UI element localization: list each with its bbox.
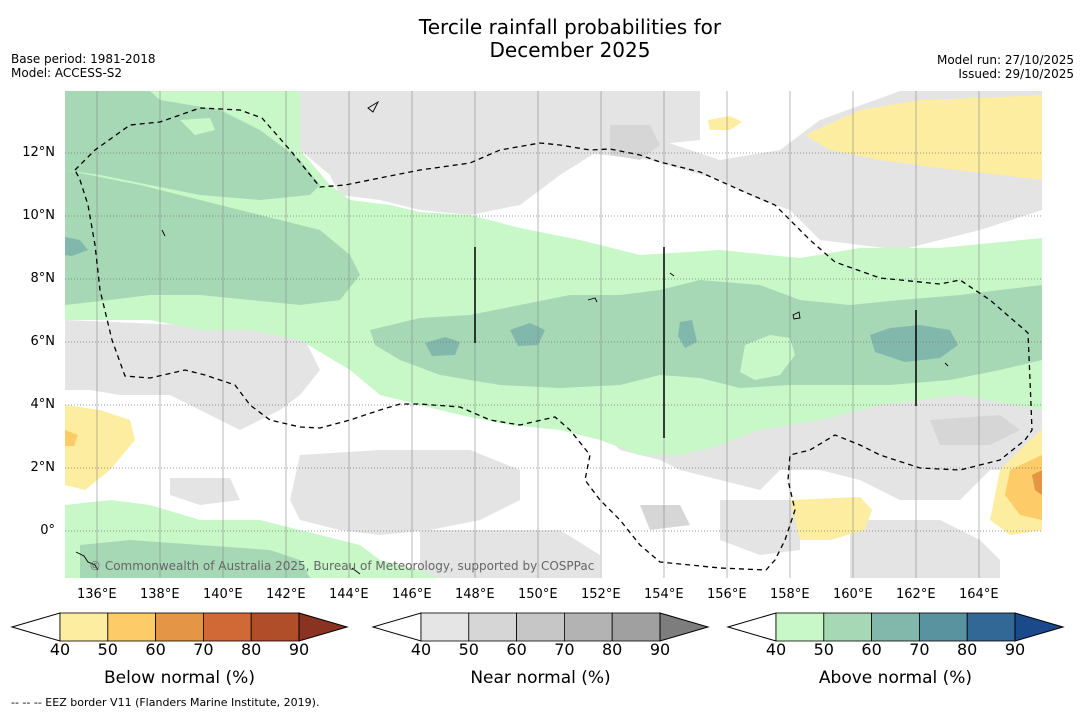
colorbar-tick-label: 50 (813, 640, 834, 659)
lon-label: 150°E (518, 587, 558, 602)
colorbar-segment (250, 612, 300, 642)
title-line-2: December 2025 (489, 38, 651, 62)
meridian-markers (474, 247, 917, 438)
lon-label: 138°E (140, 587, 180, 602)
islands (75, 100, 949, 575)
lon-label: 156°E (707, 587, 747, 602)
colorbar-segment (59, 612, 109, 642)
lon-label: 140°E (203, 587, 243, 602)
colorbar-3 (726, 612, 1065, 642)
colorbar-2 (371, 612, 710, 642)
colorbar-segment (823, 612, 872, 642)
colorbar-segment (966, 612, 1016, 642)
colorbar-tick-label: 90 (649, 640, 671, 659)
colorbar-tick-label: 70 (909, 640, 930, 659)
colorbar-segment (468, 612, 517, 642)
colorbar-tick-label: 80 (241, 640, 262, 659)
colorbar-tick-label: 50 (97, 640, 118, 659)
base-period: Base period: 1981-2018 (11, 52, 156, 66)
lon-label: 142°E (266, 587, 306, 602)
colorbar-segment (564, 612, 613, 642)
model-name: Model: ACCESS-S2 (11, 66, 123, 80)
colorbar-caption: Above normal (%) (818, 668, 973, 688)
lon-label: 158°E (770, 587, 810, 602)
colorbar-segment (775, 612, 825, 642)
lon-label: 152°E (581, 587, 621, 602)
lat-label: 12°N (22, 145, 55, 160)
colorbar-segment (420, 612, 470, 642)
lon-label: 146°E (392, 587, 432, 602)
eez-border (74, 107, 1033, 571)
lat-label: 2°N (30, 460, 56, 475)
colorbar-tick-label: 40 (49, 640, 71, 659)
colorbar-right-extend (1014, 612, 1065, 642)
colorbar-segment (516, 612, 565, 642)
lat-label: 8°N (30, 271, 56, 286)
copyright-text: © Commonwealth of Australia 2025, Bureau… (89, 559, 595, 573)
colorbar-tick-label: 80 (957, 640, 978, 659)
colorbar-tick-label: 40 (410, 640, 432, 659)
colorbar-tick-label: 60 (861, 640, 882, 659)
colorbar-tick-label: 70 (193, 640, 214, 659)
colorbar-tick-label: 80 (602, 640, 623, 659)
colorbar-segment (202, 612, 252, 642)
colorbar-segment (919, 612, 968, 642)
lon-label: 154°E (644, 587, 684, 602)
colorbar-caption: Below normal (%) (104, 668, 255, 688)
footnote: -- -- -- EEZ border V11 (Flanders Marine… (11, 696, 320, 709)
lon-label: 148°E (455, 587, 495, 602)
colorbar-tick-label: 90 (288, 640, 310, 659)
colorbar-left-extend (371, 612, 422, 642)
title-line-1: Tercile rainfall probabilities for (418, 15, 722, 39)
lat-label: 4°N (30, 397, 56, 412)
colorbar-left-extend (10, 612, 61, 642)
colorbar-tick-label: 60 (506, 640, 527, 659)
colorbar-tick-label: 60 (145, 640, 166, 659)
lon-label: 164°E (959, 587, 999, 602)
colorbar-segment (107, 612, 157, 642)
colorbar-tick-label: 70 (554, 640, 575, 659)
colorbar-tick-label: 90 (1004, 640, 1026, 659)
colorbar-right-extend (298, 612, 349, 642)
colorbar-tick-label: 40 (765, 640, 787, 659)
colorbar-tick-label: 50 (458, 640, 479, 659)
lon-label: 144°E (329, 587, 369, 602)
lon-label: 162°E (896, 587, 936, 602)
lat-label: 10°N (22, 208, 55, 223)
lon-label: 136°E (77, 587, 117, 602)
model-run: Model run: 27/10/2025 (936, 53, 1074, 67)
lon-label: 160°E (833, 587, 873, 602)
colorbar-segment (155, 612, 204, 642)
lat-label: 6°N (30, 334, 56, 349)
issued-date: Issued: 29/10/2025 (958, 67, 1074, 81)
colorbar-caption: Near normal (%) (470, 668, 611, 688)
lat-label: 0° (40, 523, 55, 538)
colorbar-segment (611, 612, 661, 642)
colorbar-left-extend (726, 612, 777, 642)
colorbar-segment (871, 612, 920, 642)
colorbar-right-extend (659, 612, 710, 642)
latitude-grid (65, 152, 1042, 532)
colorbar-1 (10, 612, 349, 642)
